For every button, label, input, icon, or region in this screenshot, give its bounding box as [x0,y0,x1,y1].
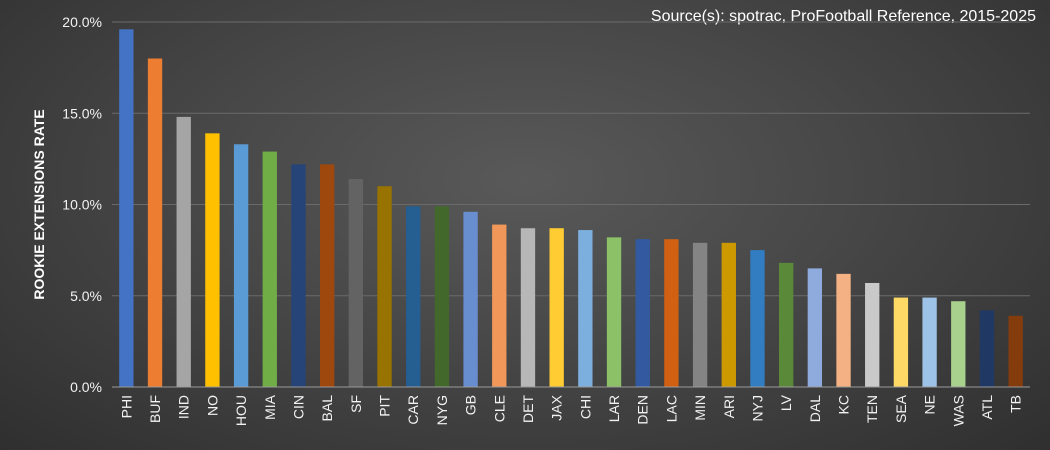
bar-cle [492,224,507,387]
x-tick-label: CIN [290,395,306,419]
y-tick-label: 0.0% [70,379,102,395]
bar-buf [147,58,163,387]
bar-den [635,239,650,387]
bar-nyj [750,250,765,387]
y-tick-label: 20.0% [62,14,102,30]
x-tick-label: MIA [262,394,278,420]
bar-gb [463,211,478,387]
gridlines [112,21,1030,297]
x-tick-label: CHI [577,395,593,419]
x-tick-label: DEN [635,395,651,425]
bar-det [520,228,536,387]
bar-sf [348,178,364,387]
bar-atl [979,310,995,387]
bar-ind [176,116,191,388]
x-tick-label: CAR [405,395,421,425]
bar-no [205,133,220,387]
y-axis-ticks: 0.0% 5.0% 10.0% 15.0% 20.0% [62,14,102,395]
bar-sea [893,297,909,387]
x-tick-label: SF [348,395,364,413]
x-axis-ticks: PHI BUF IND NO HOU MIA CIN BAL SF PIT CAR NYG GB CLE D… [118,394,1023,426]
bar-lv [778,262,794,387]
bar-jax [549,228,564,387]
y-axis-label: ROOKIE EXTENSIONS RATE [31,109,47,299]
bar-min [692,242,708,387]
x-tick-label: ATL [979,395,995,420]
x-tick-label: CLE [491,395,507,422]
x-tick-label: MIN [692,395,708,421]
bar-lac [664,239,679,387]
bar-pit [377,186,392,387]
x-tick-label: BUF [147,395,163,423]
x-tick-label: DAL [807,395,823,422]
x-tick-label: SEA [893,394,909,423]
bar-phi [119,29,134,388]
bar-kc [836,273,851,387]
x-tick-label: JAX [549,394,565,420]
x-tick-label: PIT [377,395,393,417]
bar-nyg [434,206,450,387]
x-tick-label: IND [176,395,192,419]
x-tick-label: HOU [233,395,249,426]
x-tick-label: PHI [118,395,134,418]
x-tick-label: KC [836,395,852,414]
x-tick-label: LV [778,394,794,411]
y-tick-label: 5.0% [70,288,102,304]
bar-was [951,301,966,387]
x-tick-label: LAR [606,395,622,422]
x-tick-label: NE [922,395,938,414]
x-tick-label: NYJ [749,395,765,421]
source-note: Source(s): spotrac, ProFootball Referenc… [650,8,1036,25]
bar-dal [807,268,823,387]
bar-tb [1008,315,1023,387]
bar-bal [319,164,335,387]
y-tick-label: 15.0% [62,105,102,121]
y-tick-label: 10.0% [62,197,102,213]
x-tick-label: LAC [663,395,679,422]
x-tick-label: NO [204,395,220,416]
x-tick-label: DET [520,395,536,423]
bar-mia [262,151,277,387]
bar-ari [721,242,736,387]
x-tick-label: BAL [319,395,335,422]
x-tick-label: NYG [434,395,450,425]
x-tick-label: GB [463,395,479,415]
x-tick-label: ARI [721,395,737,418]
bar-cin [291,164,306,387]
x-tick-label: WAS [950,395,966,426]
bar-lar [606,237,622,387]
bar-chi [578,230,593,387]
x-tick-label: TEN [864,395,880,423]
bar-ten [865,282,880,387]
bar-hou [233,144,249,387]
x-tick-label: TB [1008,395,1024,413]
bars [119,29,1023,388]
bar-car [406,206,421,387]
bar-ne [922,297,937,387]
